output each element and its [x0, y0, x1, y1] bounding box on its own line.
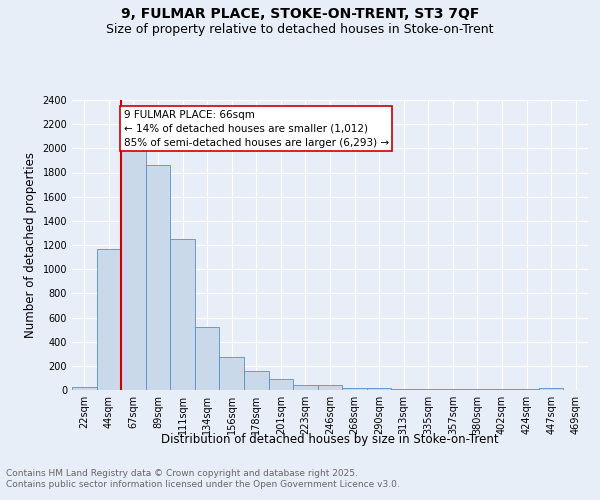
Bar	[121, 148, 146, 390]
Text: Contains HM Land Registry data © Crown copyright and database right 2025.: Contains HM Land Registry data © Crown c…	[6, 468, 358, 477]
Bar	[72, 387, 97, 390]
Text: Distribution of detached houses by size in Stoke-on-Trent: Distribution of detached houses by size …	[161, 432, 499, 446]
Bar	[195, 327, 220, 390]
Text: 9 FULMAR PLACE: 66sqm
← 14% of detached houses are smaller (1,012)
85% of semi-d: 9 FULMAR PLACE: 66sqm ← 14% of detached …	[124, 110, 389, 148]
Text: Size of property relative to detached houses in Stoke-on-Trent: Size of property relative to detached ho…	[106, 22, 494, 36]
Bar	[539, 388, 563, 390]
Text: Contains public sector information licensed under the Open Government Licence v3: Contains public sector information licen…	[6, 480, 400, 489]
Bar	[342, 388, 367, 390]
Text: 9, FULMAR PLACE, STOKE-ON-TRENT, ST3 7QF: 9, FULMAR PLACE, STOKE-ON-TRENT, ST3 7QF	[121, 8, 479, 22]
Y-axis label: Number of detached properties: Number of detached properties	[24, 152, 37, 338]
Bar	[293, 384, 318, 390]
Bar	[170, 239, 195, 390]
Bar	[97, 248, 121, 390]
Bar	[220, 357, 244, 390]
Bar	[244, 372, 269, 390]
Bar	[367, 388, 391, 390]
Bar	[318, 384, 342, 390]
Bar	[269, 379, 293, 390]
Bar	[146, 165, 170, 390]
